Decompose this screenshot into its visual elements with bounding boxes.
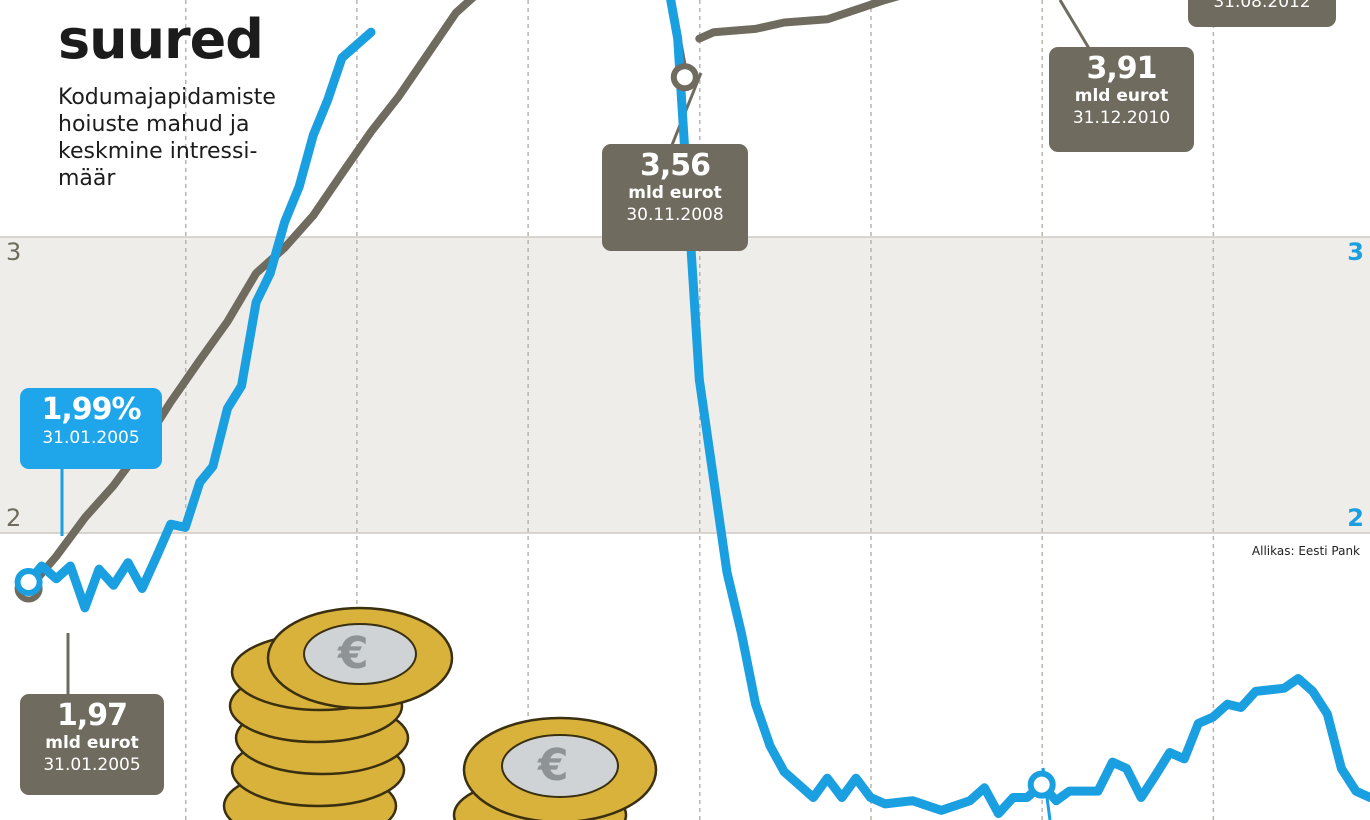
callout-unit: mld eurot	[1074, 86, 1169, 106]
callout-unit: mld eurot	[45, 733, 139, 753]
chart-subtitle: Kodumajapidamiste hoiuste mahud ja keskm…	[58, 85, 276, 191]
rate-series-line	[24, 27, 376, 613]
callout-date: 31.01.2005	[43, 755, 141, 775]
chart-title: suured	[58, 8, 264, 71]
callout-value: 3,56	[639, 148, 711, 183]
callout-2012: 31.08.2012	[1188, 0, 1336, 27]
callout-volume-2010: 3,91 mld eurot 31.12.2010	[1049, 47, 1194, 152]
data-point-marker	[670, 63, 699, 92]
callout-value: 3,91	[1086, 51, 1157, 86]
y-tick-right-3: 3	[1347, 238, 1364, 266]
callout-rate-2005: 1,99% 31.01.2005	[20, 388, 162, 469]
callout-date: 30.11.2008	[626, 205, 724, 225]
callout-value: 1,97	[56, 698, 128, 733]
callout-connector	[1058, 0, 1092, 51]
chart-band	[0, 237, 1370, 533]
callout-volume-2008: 3,56 mld eurot 30.11.2008	[602, 144, 748, 251]
svg-text:€: €	[337, 628, 369, 679]
source-label: Allikas: Eesti Pank	[1251, 544, 1360, 558]
callout-volume-2005: 1,97 mld eurot 31.01.2005	[20, 694, 164, 795]
svg-text:€: €	[537, 740, 569, 791]
callout-date: 31.12.2010	[1072, 108, 1171, 128]
euro-coin-stack-icon: € €	[222, 606, 658, 820]
data-point-marker	[14, 568, 43, 596]
callout-unit: mld eurot	[628, 183, 722, 203]
y-tick-left-2: 2	[6, 504, 22, 532]
data-point-marker	[1027, 770, 1056, 799]
chart-markers	[14, 63, 1056, 799]
y-tick-right-2: 2	[1347, 504, 1364, 532]
volume-series-line	[695, 0, 900, 43]
callout-date: 31.01.2005	[42, 428, 140, 448]
y-tick-left-3: 3	[6, 238, 22, 266]
callout-value: 1,99%	[41, 392, 141, 427]
callout-date: 31.08.2012	[1213, 0, 1311, 12]
